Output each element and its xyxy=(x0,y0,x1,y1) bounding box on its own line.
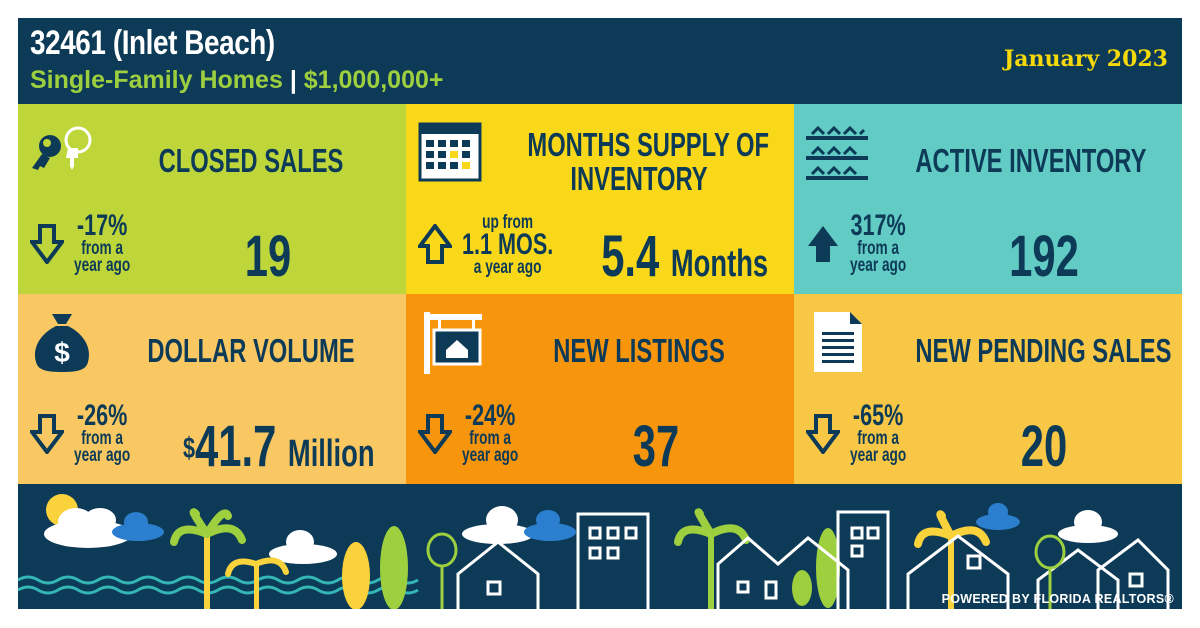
closed-sales-title: CLOSED SALES xyxy=(158,142,344,179)
change-percent: 317% xyxy=(850,209,906,242)
closed-sales-change: -17% from a year ago xyxy=(74,209,131,276)
active-inventory-value: 192 xyxy=(979,228,1109,286)
metric-number: 192 xyxy=(1009,224,1079,289)
change-label: from a xyxy=(857,428,900,449)
cloud-icon xyxy=(44,508,132,548)
months-supply-value: 5.4 Months xyxy=(601,228,768,293)
new-listings-title: NEW LISTINGS xyxy=(553,332,725,369)
dollar-volume-tile: $ DOLLAR VOLUME -26% from a year ago $41… xyxy=(18,294,406,484)
active-inventory-title: ACTIVE INVENTORY xyxy=(915,142,1147,179)
closed-sales-value: 19 xyxy=(203,228,333,286)
new-listings-change: -24% from a year ago xyxy=(462,399,519,466)
arrow-down-icon xyxy=(30,224,64,264)
new-listings-tile: NEW LISTINGS -24% from a year ago 37 xyxy=(406,294,794,484)
arrow-up-icon xyxy=(808,226,838,262)
metric-number: 41.7 xyxy=(195,414,277,479)
subtitle-separator: | xyxy=(289,66,297,94)
property-type: Single-Family Homes xyxy=(30,66,283,94)
metric-unit: Months xyxy=(670,243,769,285)
title-line: MONTHS SUPPLY OF xyxy=(527,126,770,163)
new-pending-sales-value: 20 xyxy=(979,418,1109,476)
money-bag-icon: $ xyxy=(34,314,90,372)
palm-tree-icon xyxy=(225,557,289,610)
header: 32461 (Inlet Beach) Single-Family Homes … xyxy=(18,18,1182,104)
svg-text:$: $ xyxy=(54,337,70,368)
price-range: $1,000,000+ xyxy=(303,66,444,94)
arrow-up-icon xyxy=(418,224,452,264)
tree-icon xyxy=(380,526,408,610)
arrow-down-icon xyxy=(30,414,64,454)
cloud-icon xyxy=(462,506,534,544)
change-label: up from xyxy=(482,212,534,233)
active-inventory-tile: ACTIVE INVENTORY 317% from a year ago 19… xyxy=(794,104,1182,294)
months-supply-title: MONTHS SUPPLY OF INVENTORY xyxy=(527,126,770,197)
change-label: year ago xyxy=(74,445,131,466)
report-date: January 2023 xyxy=(1003,46,1168,72)
currency-symbol: $ xyxy=(183,432,196,465)
palm-tree-icon xyxy=(170,508,246,610)
calendar-icon xyxy=(418,122,482,182)
metric-number: 37 xyxy=(632,414,680,479)
metric-unit: Million xyxy=(287,433,375,475)
change-label: from a xyxy=(857,238,900,259)
change-percent: -24% xyxy=(464,399,516,432)
change-label: year ago xyxy=(850,445,907,466)
cloud-icon xyxy=(1058,510,1118,543)
page-title: 32461 (Inlet Beach) xyxy=(30,24,275,62)
tree-icon xyxy=(342,542,370,610)
tree-icon xyxy=(426,532,1066,610)
change-label: from a xyxy=(81,238,124,259)
active-inventory-change: 317% from a year ago xyxy=(850,209,907,276)
change-label: a year ago xyxy=(473,257,542,278)
change-label: year ago xyxy=(850,255,907,276)
infographic: 32461 (Inlet Beach) Single-Family Homes … xyxy=(18,18,1182,610)
palm-tree-icon xyxy=(674,508,750,610)
new-listings-value: 37 xyxy=(591,418,721,476)
palm-tree-icon xyxy=(914,510,990,610)
dollar-volume-value: $41.7 Million xyxy=(183,418,375,483)
new-pending-sales-change: -65% from a year ago xyxy=(850,399,907,466)
town-scene-illustration xyxy=(18,494,1182,610)
months-supply-change: up from 1.1 MOS. a year ago xyxy=(462,212,554,278)
new-pending-sales-title: NEW PENDING SALES xyxy=(915,332,1172,369)
change-label: year ago xyxy=(74,255,131,276)
metric-number: 5.4 xyxy=(601,224,660,289)
change-label: from a xyxy=(469,428,512,449)
arrow-down-icon xyxy=(418,414,452,454)
metric-number: 19 xyxy=(244,224,292,289)
arrow-down-icon xyxy=(806,414,840,454)
change-value: 1.1 MOS. xyxy=(462,228,554,261)
title-line: INVENTORY xyxy=(570,160,708,197)
months-supply-tile: MONTHS SUPPLY OF INVENTORY up from 1.1 M… xyxy=(406,104,794,294)
cloud-icon xyxy=(976,503,1020,530)
change-percent: -17% xyxy=(76,209,128,242)
house-outline xyxy=(456,510,1170,610)
sale-sign-icon xyxy=(424,312,482,374)
metric-number: 20 xyxy=(1020,414,1068,479)
cloud-icon xyxy=(269,530,337,564)
cloud-icon xyxy=(112,512,164,541)
powered-by-text: POWERED BY FLORIDA REALTORS® xyxy=(941,592,1174,606)
cloud-icon xyxy=(524,510,576,541)
tree-icon xyxy=(792,570,812,606)
closed-sales-tile: CLOSED SALES -17% from a year ago 19 xyxy=(18,104,406,294)
dollar-volume-change: -26% from a year ago xyxy=(74,399,131,466)
keys-icon xyxy=(32,126,92,170)
dollar-volume-title: DOLLAR VOLUME xyxy=(147,332,355,369)
document-icon xyxy=(814,312,862,372)
change-percent: -65% xyxy=(852,399,904,432)
change-label: year ago xyxy=(462,445,519,466)
new-pending-sales-tile: NEW PENDING SALES -65% from a year ago 2… xyxy=(794,294,1182,484)
houses-grid-icon xyxy=(806,125,868,180)
change-percent: -26% xyxy=(76,399,128,432)
subtitle: Single-Family Homes | $1,000,000+ xyxy=(30,66,444,95)
change-label: from a xyxy=(81,428,124,449)
tree-icon xyxy=(816,528,840,608)
